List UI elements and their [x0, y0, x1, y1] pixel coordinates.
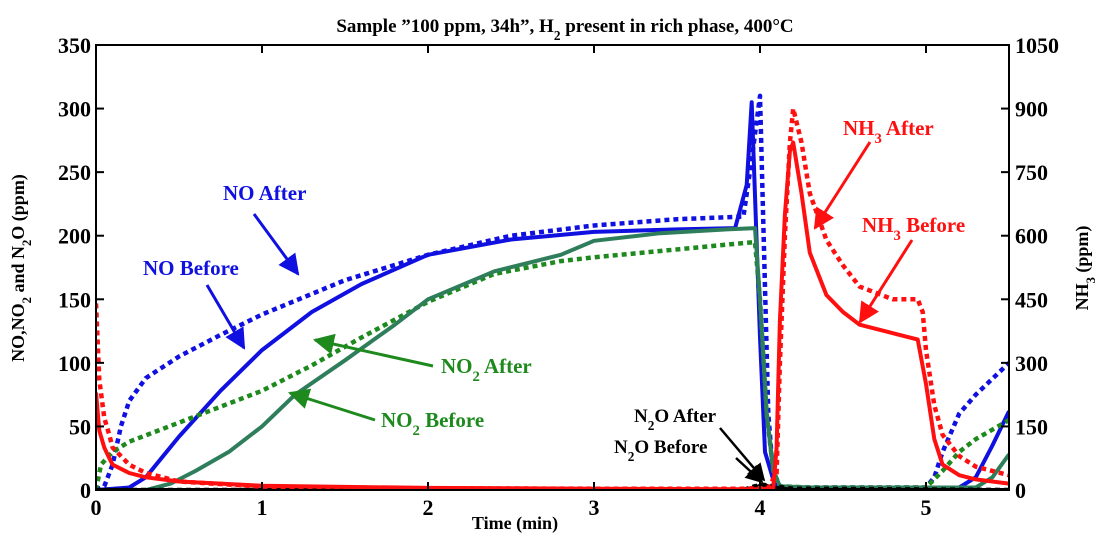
arrow-no-after	[252, 213, 300, 276]
chart-title: Sample ”100 ppm, 34h”, H2 present in ric…	[336, 16, 793, 43]
arrow-nh3-after	[813, 141, 872, 230]
y-right-tick-label: 1050	[1015, 33, 1059, 58]
annotation-no-before: NO Before	[143, 256, 239, 280]
y-left-tick-label: 350	[58, 33, 91, 58]
arrow-no-before	[205, 284, 246, 350]
series-line-nh3-after	[96, 106, 1009, 490]
annotation-no2-before: NO2 Before	[381, 408, 484, 439]
y-axis-right-title: NH3 (ppm)	[1072, 226, 1097, 311]
x-tick-label: 5	[921, 495, 932, 520]
series-line-no-before	[96, 100, 1009, 490]
series-line-no-after	[96, 93, 1009, 490]
y-left-tick-label: 250	[58, 160, 91, 185]
x-tick-label: 2	[423, 495, 434, 520]
y-right-tick-label: 450	[1015, 287, 1048, 312]
y-left-tick-label: 0	[80, 478, 91, 503]
series-line-n2o-before	[96, 482, 1009, 490]
arrow-n2o-after	[719, 427, 766, 482]
y-right-tick-label: 600	[1015, 224, 1048, 249]
annotation-no2-after: NO2 After	[441, 354, 532, 385]
tick-layer: 0 1 2 3 4 50501001502002503003500150300450600…	[58, 33, 1059, 520]
annotation-n2o-before: N2O Before	[614, 437, 707, 464]
annotation-n2o-after: N2O After	[634, 406, 717, 433]
annotation-nh3-before: NH3 Before	[862, 213, 965, 244]
y-left-tick-label: 50	[69, 414, 91, 439]
y-right-tick-label: 150	[1015, 414, 1048, 439]
arrow-no2-before	[287, 388, 376, 422]
annotation-nh3-after: NH3 After	[843, 116, 934, 147]
arrow-no2-after	[312, 333, 434, 368]
y-left-tick-label: 100	[58, 351, 91, 376]
x-tick-label: 0	[91, 495, 102, 520]
y-left-tick-label: 150	[58, 287, 91, 312]
y-axis-left-title: NO,NO2 and N2O (ppm)	[8, 174, 34, 362]
x-tick-label: 1	[257, 495, 268, 520]
y-right-tick-label: 300	[1015, 351, 1048, 376]
y-right-tick-label: 750	[1015, 160, 1048, 185]
x-tick-label: 4	[755, 495, 766, 520]
y-left-tick-label: 300	[58, 97, 91, 122]
series-layer	[96, 93, 1009, 490]
annotation-no-after: NO After	[223, 181, 306, 205]
arrow-nh3-before	[858, 239, 914, 324]
y-left-tick-label: 200	[58, 224, 91, 249]
arrow-n2o-before	[735, 457, 764, 484]
x-axis-title: Time (min)	[472, 513, 558, 534]
plot-frame	[95, 44, 1010, 491]
x-tick-label: 3	[589, 495, 600, 520]
y-right-tick-label: 0	[1015, 478, 1026, 503]
series-line-nh3-before	[96, 140, 1009, 490]
y-right-tick-label: 900	[1015, 97, 1048, 122]
